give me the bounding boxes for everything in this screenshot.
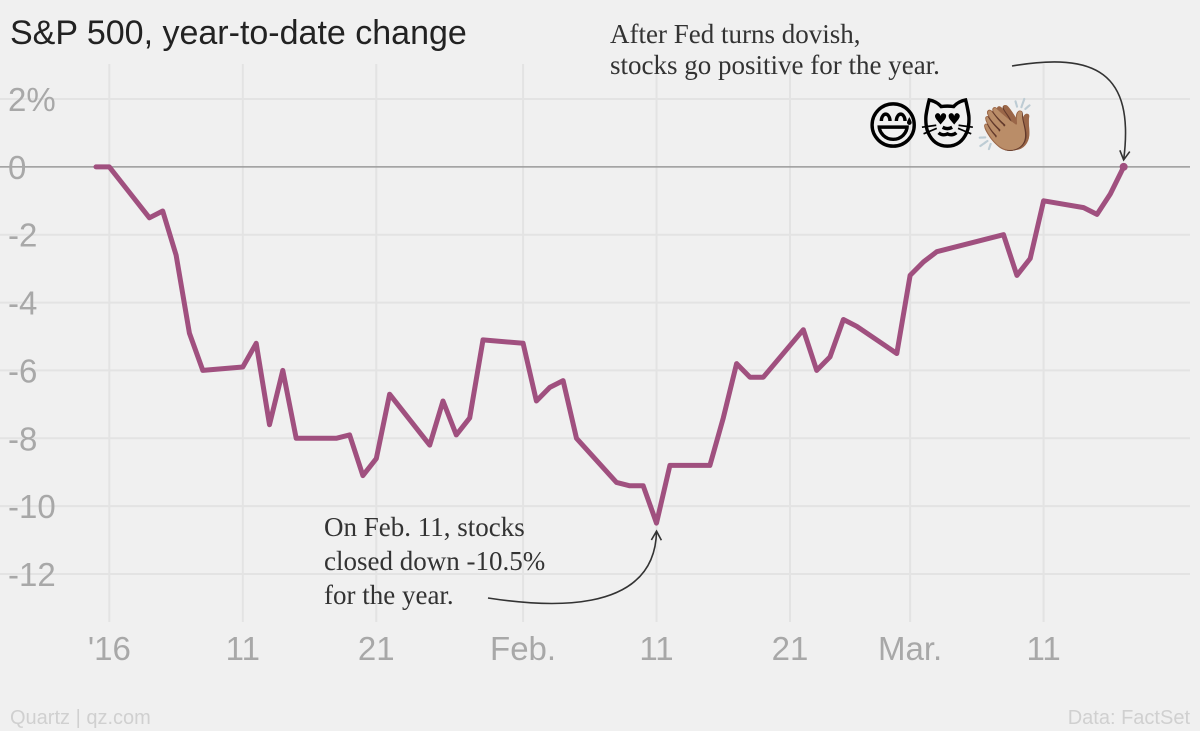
feb11-annotation-text: On Feb. 11, stocks closed down -10.5% for … xyxy=(324,512,545,610)
x-axis-ticks: '16 11 21 Feb. 11 21 Mar. 11 xyxy=(88,630,1061,667)
x-tick-label: Feb. xyxy=(490,630,556,667)
series-layer xyxy=(93,164,1127,526)
y-tick-label: -12 xyxy=(8,556,56,593)
y-tick-label: -2 xyxy=(8,217,37,254)
y-tick-label: -8 xyxy=(8,420,37,457)
chart-title: S&P 500, year-to-date change xyxy=(10,14,467,52)
y-tick-label: -4 xyxy=(8,285,37,322)
annotation-line: for the year. xyxy=(324,580,454,610)
y-axis-ticks: 2% 0 -2 -4 -6 -8 -10 -12 xyxy=(8,81,56,593)
annotations: After Fed turns dovish, stocks go positiv… xyxy=(324,19,1131,610)
annotation-line: stocks go positive for the year. xyxy=(610,50,940,80)
x-tick-label: '16 xyxy=(88,630,131,667)
emoji-reactions: 😅😻👏🏽 xyxy=(866,96,1039,157)
data-source: Data: FactSet xyxy=(1068,707,1191,729)
series-line xyxy=(93,164,1127,526)
x-tick-label: 11 xyxy=(1026,630,1060,667)
y-tick-label: 0 xyxy=(8,149,26,186)
y-tick-label: -10 xyxy=(8,488,56,525)
x-tick-label: 21 xyxy=(772,630,809,667)
x-tick-label: 21 xyxy=(358,630,395,667)
x-tick-label: 11 xyxy=(226,630,260,667)
fed-annotation-arrow xyxy=(1011,61,1131,162)
source-credit: Quartz | qz.com xyxy=(10,707,151,729)
annotation-line: On Feb. 11, stocks xyxy=(324,512,525,542)
y-tick-label: 2% xyxy=(8,81,56,118)
fed-target-point xyxy=(1119,162,1128,171)
x-tick-label: 11 xyxy=(639,630,673,667)
annotation-line: After Fed turns dovish, xyxy=(610,19,860,49)
x-tick-label: Mar. xyxy=(878,630,942,667)
fed-annotation-text: After Fed turns dovish, stocks go positiv… xyxy=(610,19,940,80)
y-tick-label: -6 xyxy=(8,352,37,389)
feb11-annotation-arrow xyxy=(487,529,663,605)
annotation-line: closed down -10.5% xyxy=(324,546,545,576)
